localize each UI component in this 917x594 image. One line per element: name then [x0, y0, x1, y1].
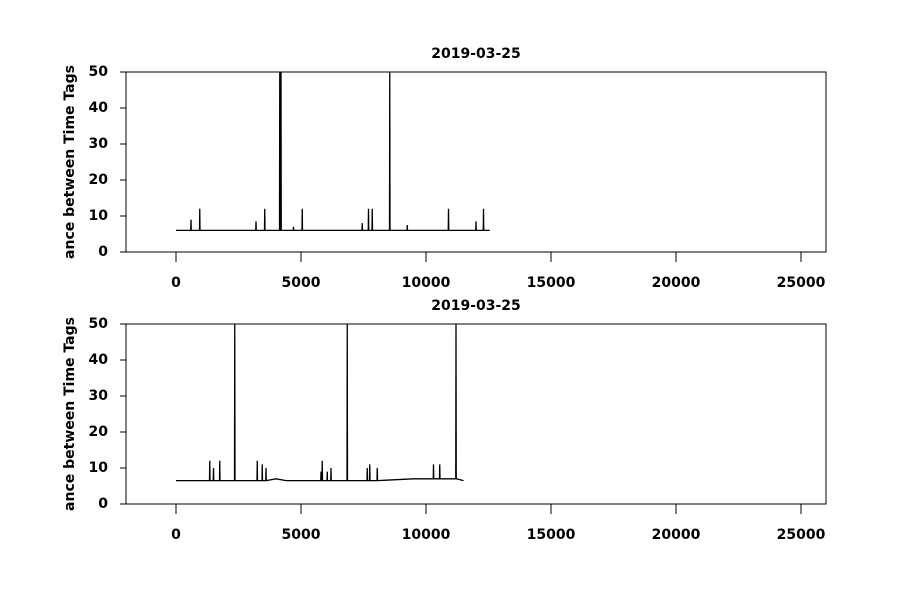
x-tick-label: 15000 — [527, 527, 576, 543]
chart-title: 2019-03-25 — [431, 46, 521, 62]
y-tick-label: 40 — [89, 352, 109, 368]
x-tick-label: 0 — [171, 527, 181, 543]
x-tick-label: 5000 — [282, 275, 321, 291]
y-tick-label: 40 — [89, 100, 109, 116]
y-axis-label: ance between Time Tags — [62, 65, 78, 259]
x-tick-label: 20000 — [652, 527, 701, 543]
y-tick-label: 10 — [89, 460, 109, 476]
chart-title: 2019-03-25 — [431, 298, 521, 314]
y-tick-label: 20 — [89, 172, 109, 188]
x-tick-label: 10000 — [402, 527, 451, 543]
x-tick-label: 5000 — [282, 527, 321, 543]
plot-frame — [125, 323, 827, 505]
data-line — [176, 72, 490, 232]
y-tick-label: 10 — [89, 208, 109, 224]
x-tick-label: 15000 — [527, 275, 576, 291]
x-tick-label: 25000 — [777, 527, 826, 543]
y-tick-label: 50 — [89, 64, 109, 80]
data-line — [176, 324, 464, 482]
plot-frame — [125, 71, 827, 253]
y-tick-label: 30 — [89, 388, 109, 404]
x-tick-label: 0 — [171, 275, 181, 291]
x-tick-label: 10000 — [402, 275, 451, 291]
y-tick-label: 30 — [89, 136, 109, 152]
y-tick-label: 20 — [89, 424, 109, 440]
x-tick-label: 20000 — [652, 275, 701, 291]
y-tick-label: 50 — [89, 316, 109, 332]
y-tick-label: 0 — [98, 244, 108, 260]
y-axis-label: ance between Time Tags — [62, 317, 78, 511]
x-tick-label: 25000 — [777, 275, 826, 291]
y-tick-label: 0 — [98, 496, 108, 512]
